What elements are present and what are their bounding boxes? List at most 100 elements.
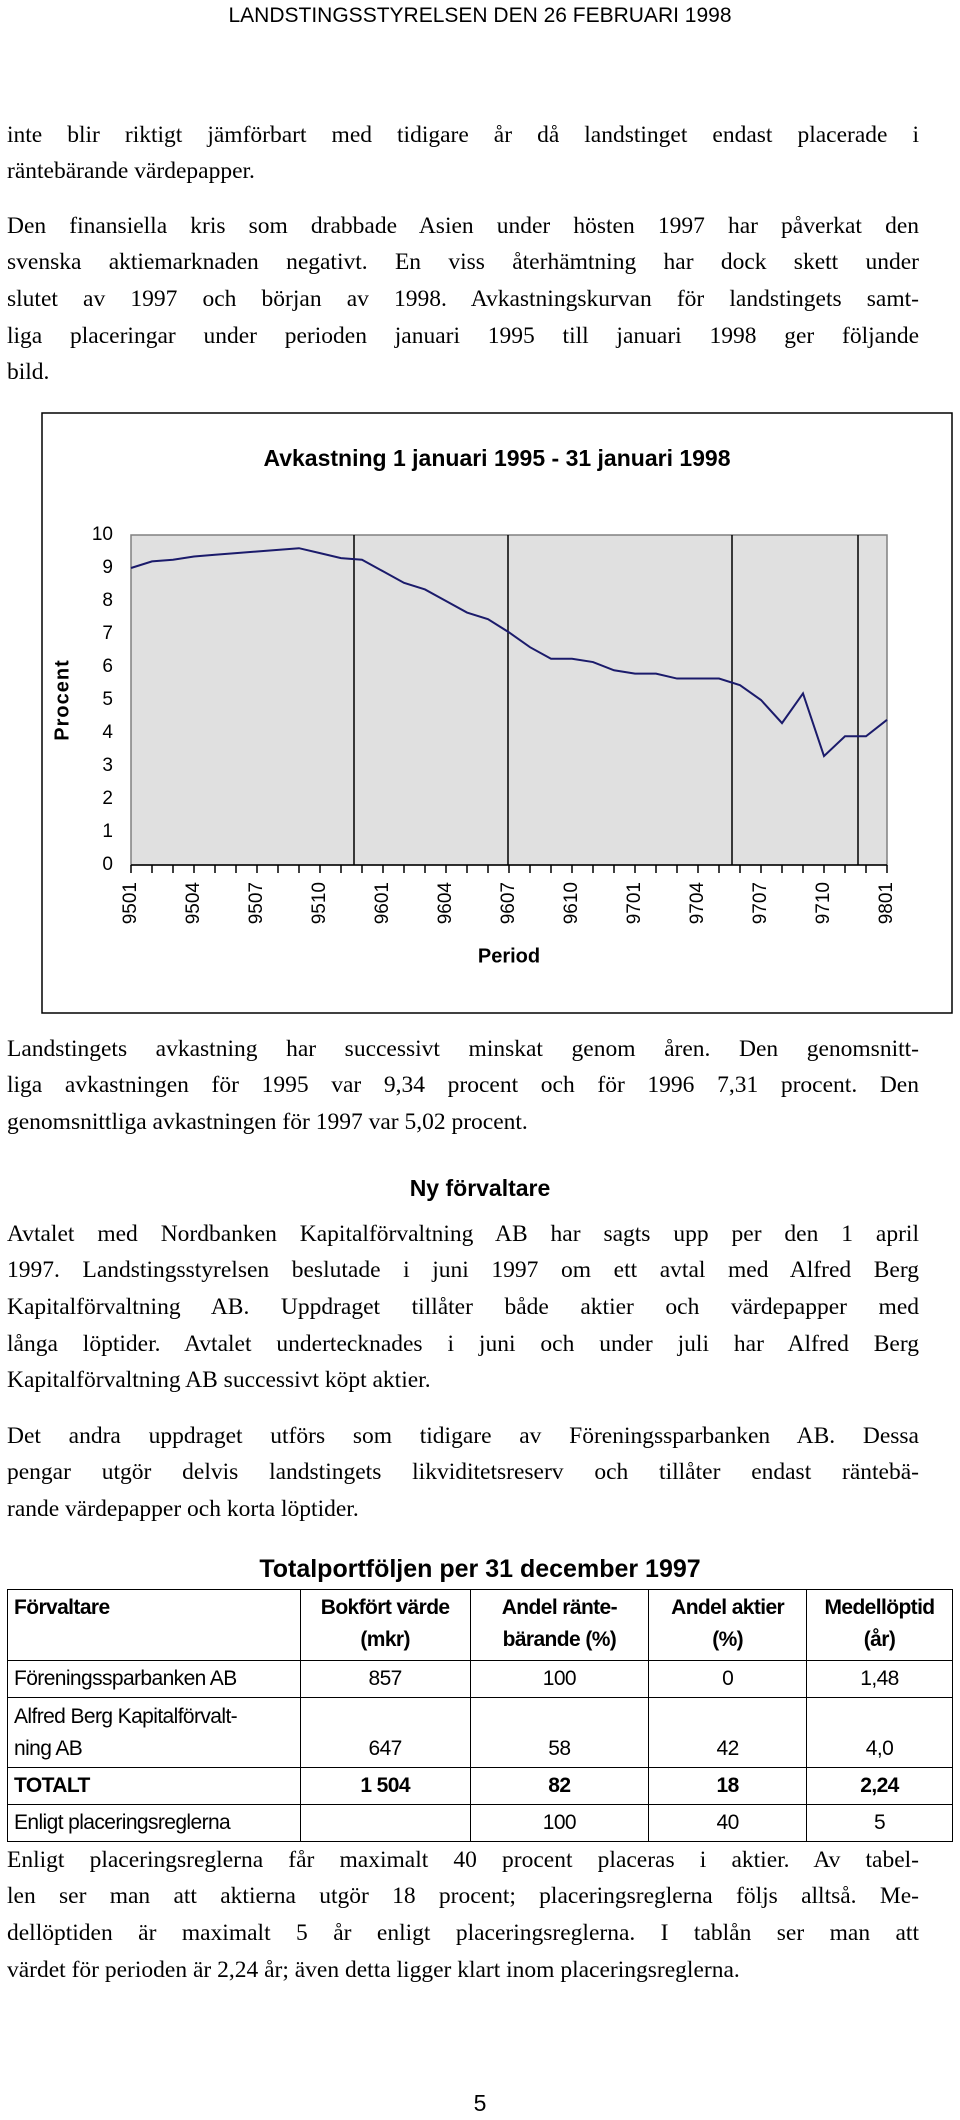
table: Förvaltare Bokfört värde (mkr) Andel ränte-… — [7, 1589, 953, 1842]
table-cell — [299, 1804, 471, 1842]
cell-text: 100 — [542, 1811, 577, 1834]
table-row: TOTALT 1 504 82 18 2,24 — [7, 1767, 953, 1805]
cell-text: 2,24 — [860, 1774, 899, 1797]
cell-text: 18 — [716, 1774, 740, 1797]
paragraph-line: Avtalet med Nordbanken Kapitalförvaltnin… — [7, 1220, 919, 1247]
table-cell: 4,0 — [806, 1697, 953, 1768]
paragraph-line: pengar utgör delvis landstingets likvidi… — [7, 1459, 919, 1486]
paragraph-line: värdet för perioden är 2,24 år; även det… — [7, 1956, 740, 1983]
x-tick-label: 9704 — [687, 882, 708, 925]
cell-text: 5 — [873, 1811, 886, 1834]
paragraph-line: genomsnittliga avkastningen för 1997 var… — [7, 1108, 528, 1135]
paragraph-line: dellöptiden är maximalt 5 år enligt plac… — [7, 1919, 919, 1946]
x-axis-label: Period — [478, 945, 540, 967]
cell-text: 40 — [716, 1811, 740, 1834]
table-title: Totalportföljen per 31 december 1997 — [259, 1555, 701, 1583]
table-cell: 100 — [469, 1804, 650, 1842]
cell-text: Föreningssparbanken AB — [14, 1667, 237, 1690]
x-tick-label: 9507 — [246, 882, 267, 924]
y-tick-label: 5 — [102, 689, 113, 710]
chart-title: Avkastning 1 januari 1995 - 31 januari 1… — [263, 445, 730, 471]
cell-text: 58 — [548, 1737, 571, 1760]
cell-text: Alfred Berg Kapitalförvalt- — [14, 1705, 238, 1728]
paragraph-line: Den finansiella kris som drabbade Asien … — [7, 212, 919, 239]
y-tick-label: 8 — [102, 590, 113, 611]
x-tick-label: 9607 — [498, 882, 519, 924]
y-tick-label: 9 — [102, 557, 113, 578]
page-header: LANDSTINGSSTYRELSEN DEN 26 FEBRUARI 1998 — [228, 4, 732, 27]
table-cell: Alfred Berg Kapitalförvalt-ning AB — [7, 1697, 301, 1768]
cell-text: (år) — [863, 1628, 896, 1651]
table-cell: 1 504 — [299, 1767, 471, 1805]
x-tick-label: 9701 — [624, 882, 645, 924]
table-cell: 647 — [299, 1697, 471, 1768]
table-cell: Föreningssparbanken AB — [7, 1660, 301, 1698]
paragraph-line: långa löptider. Avtalet undertecknades i… — [7, 1330, 919, 1357]
paragraph-line: slutet av 1997 och början av 1998. Avkas… — [7, 285, 919, 312]
x-tick-label: 9504 — [183, 882, 204, 925]
x-tick-label: 9604 — [435, 882, 456, 925]
cell-text: 42 — [716, 1737, 740, 1760]
paragraph-line: Enligt placeringsreglerna får maximalt 4… — [7, 1846, 919, 1873]
cell-text: Andel aktier — [671, 1596, 785, 1619]
y-tick-label: 2 — [102, 788, 113, 809]
table-cell: 857 — [299, 1660, 471, 1698]
cell-text: Enligt placeringsreglerna — [14, 1811, 231, 1834]
cell-text: 647 — [368, 1737, 403, 1760]
y-tick-label: 4 — [102, 722, 113, 743]
table-cell: 40 — [648, 1804, 808, 1842]
table-cell: Andel aktier (%) — [648, 1589, 808, 1661]
y-tick-label: 0 — [102, 854, 113, 875]
page-number: 5 — [473, 2090, 487, 2116]
x-tick-label: 9707 — [750, 882, 771, 924]
paragraph-line: bild. — [7, 359, 50, 386]
table-cell: Andel ränte-bärande (%) — [469, 1589, 650, 1661]
paragraph-line: liga avkastningen för 1995 var 9,34 proc… — [7, 1072, 919, 1099]
data-line — [130, 547, 888, 758]
x-tick-label: 9501 — [120, 882, 141, 924]
cell-text: bärande (%) — [502, 1628, 617, 1651]
table-row: Alfred Berg Kapitalförvalt-ning AB 647 58 4… — [7, 1697, 953, 1768]
paragraph-line: inte blir riktigt jämförbart med tidigar… — [7, 121, 919, 148]
cell-text: Medellöptid — [824, 1596, 935, 1619]
cell-text: Andel ränte- — [501, 1596, 618, 1619]
cell-text: (mkr) — [360, 1628, 410, 1651]
table-cell: 100 — [469, 1660, 650, 1698]
table-cell: Medellöptid (år) — [806, 1589, 953, 1661]
x-tick-label: 9510 — [309, 882, 330, 924]
cell-text: Förvaltare — [14, 1596, 110, 1619]
paragraph-line: liga placeringar under perioden januari … — [7, 322, 919, 349]
table-cell: 1,48 — [806, 1660, 953, 1698]
table-cell: 82 — [469, 1767, 650, 1805]
table-cell: 5 — [806, 1804, 953, 1842]
y-axis-label: Procent — [51, 659, 73, 740]
y-tick-label: 10 — [92, 524, 113, 545]
table-cell: TOTALT — [7, 1767, 301, 1805]
y-tick-label: 7 — [102, 623, 113, 644]
x-tick-label: 9601 — [372, 882, 393, 924]
table-cell: Förvaltare — [7, 1589, 301, 1661]
plot-area — [130, 534, 888, 866]
paragraph-line: räntebärande värdepapper. — [7, 158, 255, 185]
table-row: Föreningssparbanken AB 857 100 0 1,48 — [7, 1660, 953, 1698]
table-row: Enligt placeringsreglerna 100 40 5 — [7, 1804, 953, 1842]
x-tick-label: 9710 — [813, 882, 834, 924]
table-cell: 0 — [648, 1660, 808, 1698]
x-tick-label: 9610 — [561, 882, 582, 924]
cell-text: 100 — [542, 1667, 577, 1690]
y-tick-label: 6 — [102, 656, 113, 677]
x-tick-label: 9801 — [876, 882, 897, 924]
table-cell: Bokfört värde (mkr) — [299, 1589, 471, 1661]
paragraph-line: svenska aktiemarknaden negativt. En viss… — [7, 249, 919, 276]
paragraph-line: Kapitalförvaltning AB successivt köpt ak… — [7, 1367, 431, 1394]
paragraph-line: Det andra uppdraget utförs som tidigare … — [7, 1422, 919, 1449]
cell-text: Bokfört värde — [320, 1596, 450, 1619]
section-heading: Ny förvaltare — [409, 1175, 551, 1201]
cell-text: 4,0 — [865, 1737, 894, 1760]
paragraph-line: Kapitalförvaltning AB. Uppdraget tillåte… — [7, 1293, 919, 1320]
y-tick-label: 1 — [102, 821, 113, 842]
cell-text: 857 — [368, 1667, 403, 1690]
cell-text: 0 — [722, 1667, 734, 1690]
table-cell: 18 — [648, 1767, 808, 1805]
